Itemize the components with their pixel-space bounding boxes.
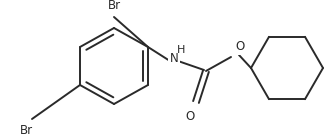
Text: Br: Br [19,124,33,136]
Text: O: O [235,41,245,53]
Text: H: H [177,45,185,55]
Text: O: O [185,109,195,123]
Text: Br: Br [108,0,120,12]
Text: N: N [170,52,178,66]
